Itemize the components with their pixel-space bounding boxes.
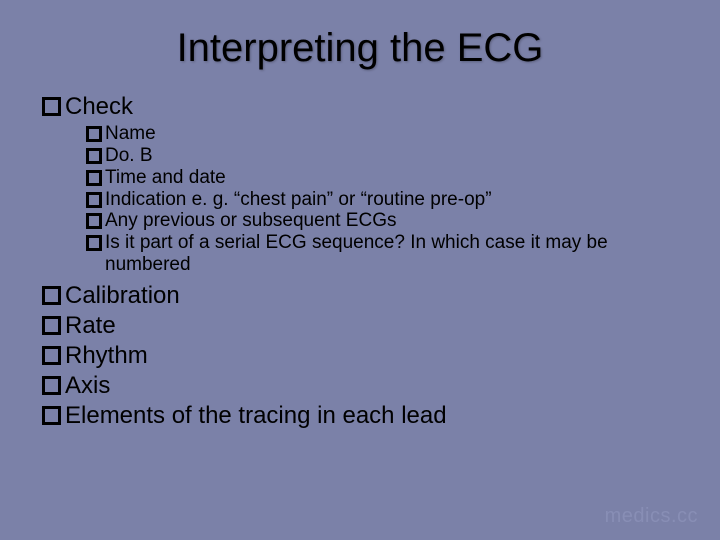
bullet-label: Rate bbox=[65, 312, 116, 340]
slide: Interpreting the ECG Check Name Do. B Ti… bbox=[0, 0, 720, 540]
bullet-rhythm: Rhythm bbox=[42, 342, 690, 370]
square-bullet-icon bbox=[42, 286, 61, 305]
square-bullet-icon bbox=[86, 148, 102, 164]
bullet-calibration: Calibration bbox=[42, 282, 690, 310]
bullet-check-dob: Do. B bbox=[86, 145, 690, 167]
bullet-elements-tracing: Elements of the tracing in each lead bbox=[42, 402, 690, 430]
bullet-label: Rhythm bbox=[65, 342, 148, 370]
bullet-label: Is it part of a serial ECG sequence? In … bbox=[105, 232, 690, 276]
square-bullet-icon bbox=[86, 126, 102, 142]
square-bullet-icon bbox=[42, 97, 61, 116]
watermark: medics.cc bbox=[605, 505, 698, 528]
bullet-check-name: Name bbox=[86, 123, 690, 145]
square-bullet-icon bbox=[42, 406, 61, 425]
bullet-label: Elements of the tracing in each lead bbox=[65, 402, 447, 430]
bullet-label: Any previous or subsequent ECGs bbox=[105, 210, 690, 232]
bullet-label: Indication e. g. “chest pain” or “routin… bbox=[105, 189, 690, 211]
bullet-axis: Axis bbox=[42, 372, 690, 400]
bullet-check-indication: Indication e. g. “chest pain” or “routin… bbox=[86, 189, 690, 211]
bullet-label: Do. B bbox=[105, 145, 690, 167]
bullet-rate: Rate bbox=[42, 312, 690, 340]
bullet-label: Time and date bbox=[105, 167, 690, 189]
slide-content: Check Name Do. B Time and date Indicatio… bbox=[0, 93, 720, 430]
bullet-check-time-date: Time and date bbox=[86, 167, 690, 189]
square-bullet-icon bbox=[86, 235, 102, 251]
bullet-label: Calibration bbox=[65, 282, 180, 310]
bullet-label: Check bbox=[65, 93, 133, 121]
slide-title: Interpreting the ECG bbox=[0, 0, 720, 91]
bullet-check-serial-seq: Is it part of a serial ECG sequence? In … bbox=[86, 232, 690, 276]
square-bullet-icon bbox=[86, 170, 102, 186]
bullet-label: Name bbox=[105, 123, 690, 145]
bullet-check: Check bbox=[42, 93, 690, 121]
square-bullet-icon bbox=[86, 192, 102, 208]
bullet-check-previous-ecgs: Any previous or subsequent ECGs bbox=[86, 210, 690, 232]
square-bullet-icon bbox=[42, 376, 61, 395]
square-bullet-icon bbox=[42, 316, 61, 335]
square-bullet-icon bbox=[86, 213, 102, 229]
bullet-label: Axis bbox=[65, 372, 110, 400]
square-bullet-icon bbox=[42, 346, 61, 365]
